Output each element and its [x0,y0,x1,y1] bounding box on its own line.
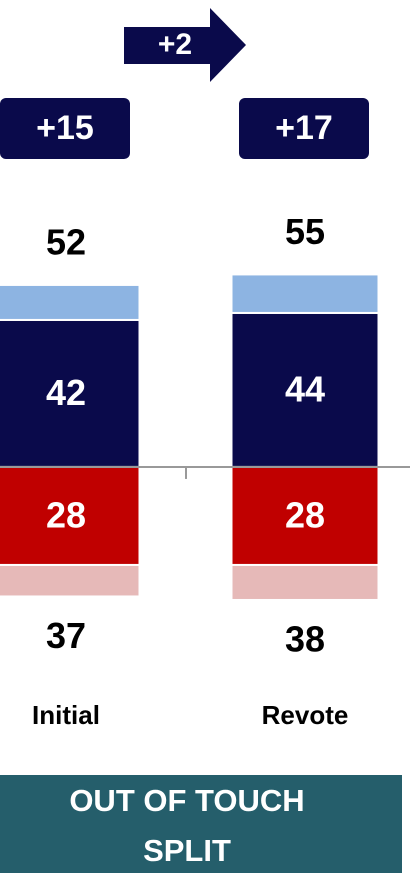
net-box [0,98,130,159]
bar-segment [0,318,141,468]
bar-segment [230,563,380,601]
data-label: 28 [46,494,86,535]
bar-segment [0,283,141,321]
total-label: 38 [285,618,325,659]
category-label: Initial [32,700,100,730]
change-label: +2 [158,28,192,61]
data-label: 44 [285,368,325,409]
banner-line: SPLIT [143,833,231,868]
bar-segment [230,465,380,566]
banner [0,775,402,873]
total-label: 52 [46,221,86,262]
data-label: 42 [46,372,86,413]
arrow-shape [124,8,246,82]
net-label: +17 [275,109,333,147]
bar-segment [0,465,141,566]
change-arrow: +2 [124,8,246,82]
data-label: 28 [285,494,325,535]
total-label: 55 [285,211,325,252]
banner-line: OUT OF TOUCH [69,783,304,818]
category-label: Revote [262,700,349,730]
net-box [239,98,369,159]
bar-segment [230,273,380,314]
bar-segment [0,563,141,598]
total-label: 37 [46,615,86,656]
bar-segment [230,311,380,468]
net-label: +15 [36,109,94,147]
